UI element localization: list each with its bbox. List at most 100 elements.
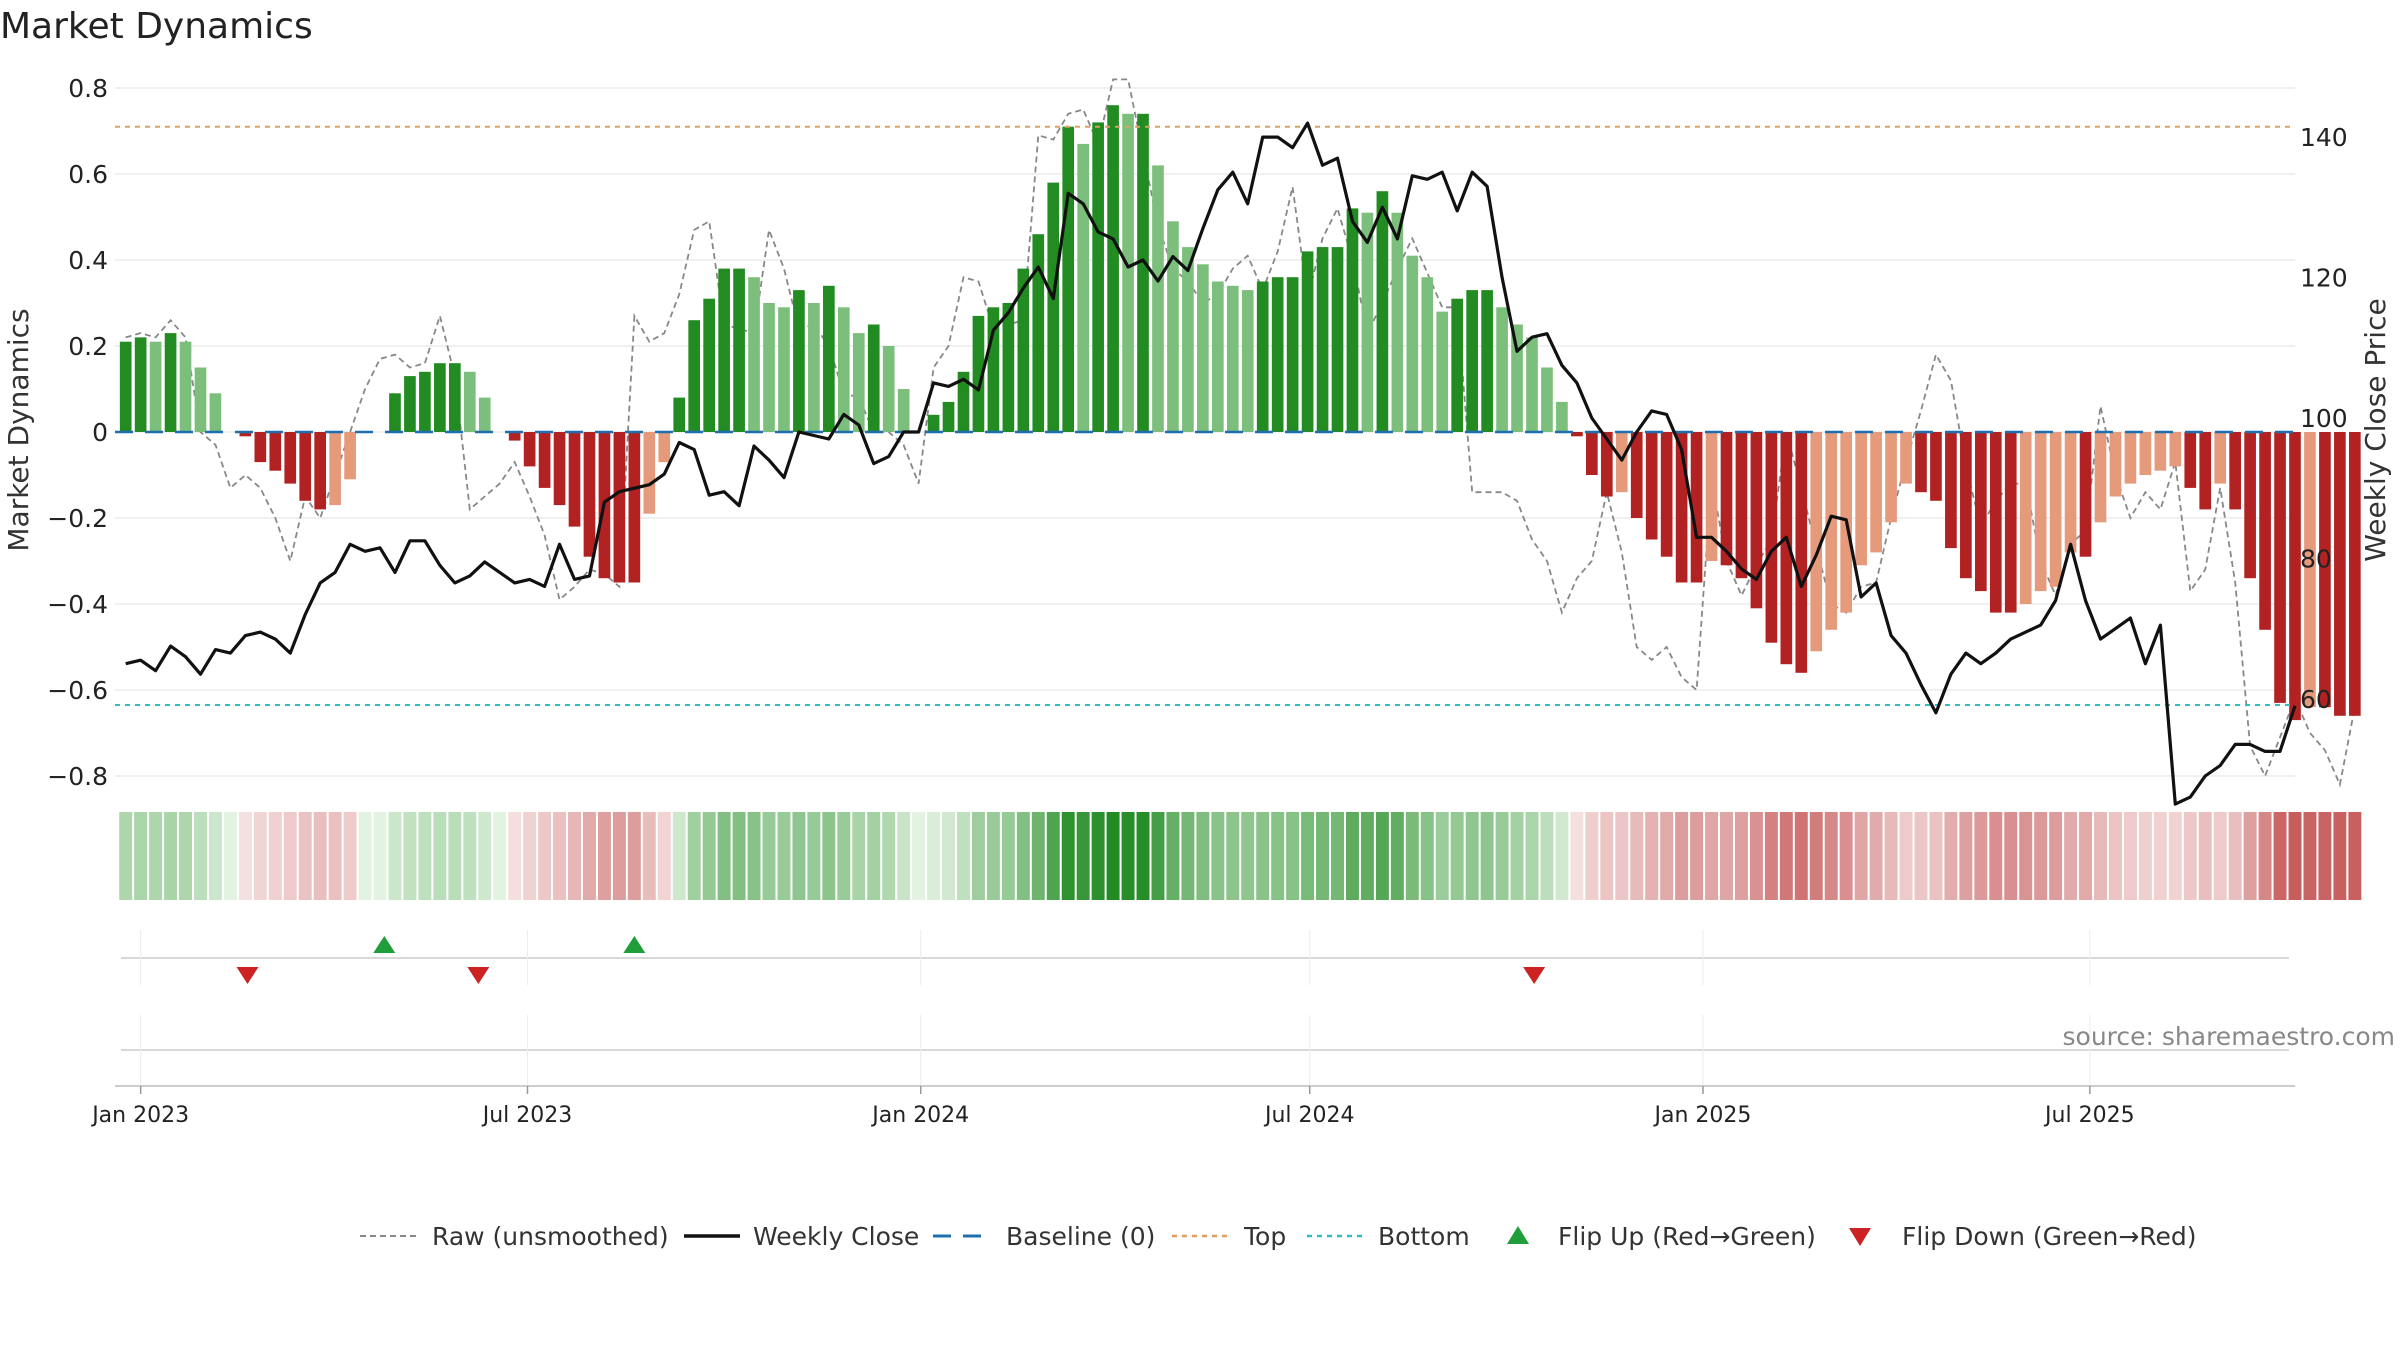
y2-tick-label: 140 <box>2300 123 2348 152</box>
heat-cell <box>1076 812 1090 900</box>
heat-cell <box>1331 812 1344 900</box>
bar <box>1301 251 1314 432</box>
heat-cell <box>1061 812 1075 900</box>
heat-cell <box>1136 812 1150 900</box>
bar <box>2334 432 2346 716</box>
y-tick-label: −0.6 <box>47 676 108 705</box>
heat-cell <box>1301 812 1315 900</box>
y-tick-label: 0.8 <box>68 74 108 103</box>
bar <box>1571 432 1583 437</box>
flip-down-marker <box>1523 967 1546 984</box>
heat-cell <box>463 812 477 900</box>
heat-cell <box>223 812 237 900</box>
bar <box>239 432 252 437</box>
heat-cell <box>1615 812 1629 900</box>
x-axis: Jan 2023 Jul 2023 Jan 2024 Jul 2024 Jan 2025… <box>90 1086 2135 1128</box>
bar <box>2304 432 2316 708</box>
heat-cell <box>1944 812 1958 900</box>
heat-cell <box>1645 812 1659 900</box>
heat-cell <box>971 812 985 900</box>
heat-cell <box>1540 812 1554 900</box>
bar <box>852 333 865 432</box>
heat-cell <box>672 812 686 900</box>
heat-cell <box>597 812 611 900</box>
y-tick-label: −0.4 <box>47 590 108 619</box>
bar <box>1062 126 1075 432</box>
bar <box>2109 432 2122 497</box>
heat-cell <box>268 812 282 900</box>
heat-cell <box>2333 812 2347 900</box>
bar <box>2184 432 2197 488</box>
bar <box>344 432 356 480</box>
heat-cell <box>882 812 896 900</box>
bar <box>1870 432 1882 553</box>
heat-cell <box>867 812 881 900</box>
bar <box>1167 221 1179 432</box>
heat-cell <box>657 812 671 900</box>
heat-cell <box>2168 812 2182 900</box>
bar <box>2199 432 2212 510</box>
heat-cell <box>1271 812 1285 900</box>
heat-cell <box>1360 812 1374 900</box>
legend-label: Baseline (0) <box>1006 1222 1155 1251</box>
x-tick-label: Jul 2024 <box>1263 1103 1355 1128</box>
heat-cell <box>2288 812 2302 900</box>
flip-down-marker <box>467 967 490 984</box>
heat-cell <box>1809 812 1823 900</box>
heat-cell <box>1375 812 1389 900</box>
bar <box>508 432 521 441</box>
heat-cell <box>2153 812 2167 900</box>
heat-cell <box>388 812 402 900</box>
bar <box>1406 255 1419 432</box>
heat-cell <box>448 812 462 900</box>
bar <box>1182 247 1194 432</box>
bar <box>1226 285 1239 432</box>
bar <box>404 376 416 432</box>
heat-cell <box>1405 812 1419 900</box>
y-tick-label: 0.6 <box>68 160 108 189</box>
bar <box>882 346 895 432</box>
bar <box>1900 432 1912 484</box>
heat-cell <box>1495 812 1509 900</box>
bar <box>1032 234 1045 432</box>
bar <box>1211 281 1224 432</box>
bar <box>1256 281 1269 432</box>
heat-cell <box>1151 812 1165 900</box>
bar <box>1511 324 1523 432</box>
heat-strip <box>119 812 2362 900</box>
bar <box>1795 432 1808 673</box>
heat-cell <box>433 812 447 900</box>
bar <box>1316 247 1329 432</box>
bar <box>778 307 790 432</box>
legend-label: Bottom <box>1378 1222 1470 1251</box>
heat-cell <box>957 812 970 900</box>
heat-cell <box>2228 812 2242 900</box>
bar <box>1615 432 1628 493</box>
y-tick-label: 0 <box>92 418 108 447</box>
bar <box>643 432 656 514</box>
legend: Raw (unsmoothed) Weekly Close Baseline (0)… <box>360 1222 2197 1251</box>
heat-cell <box>1316 812 1330 900</box>
heat-cell <box>1465 812 1479 900</box>
heat-cell <box>1121 812 1135 900</box>
heat-cell <box>1106 812 1120 900</box>
legend-label: Flip Down (Green→Red) <box>1902 1222 2197 1251</box>
heat-cell <box>164 812 178 900</box>
bar <box>134 337 147 432</box>
legend-label: Weekly Close <box>753 1222 919 1251</box>
bar <box>733 268 745 432</box>
heat-cell <box>912 812 926 900</box>
heat-cell <box>1839 812 1853 900</box>
heat-cell <box>1660 812 1674 900</box>
heat-cell <box>1420 812 1434 900</box>
heat-cell <box>2094 812 2107 900</box>
heat-cell <box>1525 812 1539 900</box>
bar <box>1885 432 1897 523</box>
heat-cell <box>2079 812 2093 900</box>
heat-cell <box>702 812 716 900</box>
heat-cell <box>1675 812 1689 900</box>
y2-axis-label: Weekly Close Price <box>2359 298 2392 561</box>
heat-cell <box>478 812 492 900</box>
bar <box>1810 432 1823 652</box>
heat-cell <box>2019 812 2033 900</box>
